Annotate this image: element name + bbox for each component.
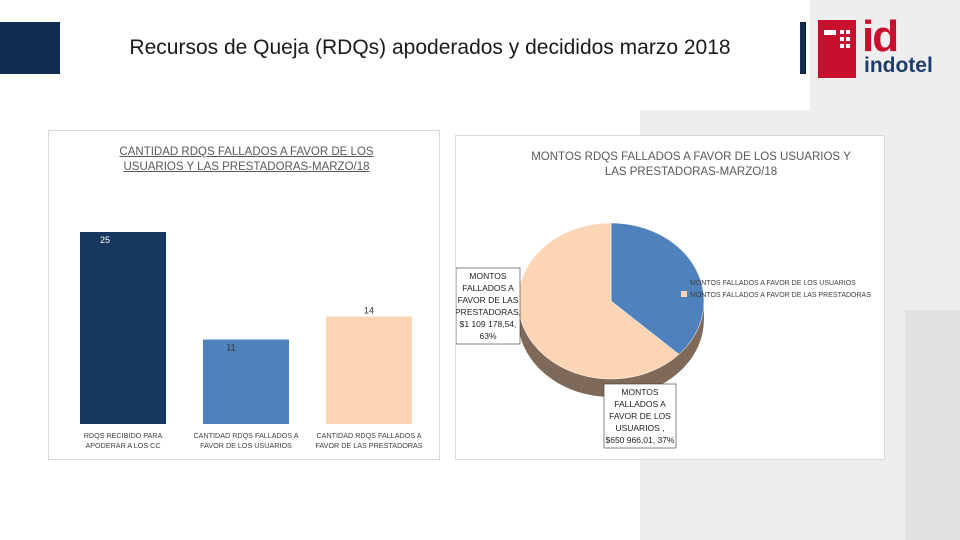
pie-side bbox=[518, 301, 704, 397]
pie-data-label-usuarios-line: USUARIOS , bbox=[615, 423, 664, 433]
pie-data-label-prestadoras-box bbox=[456, 267, 521, 345]
bar-3 bbox=[326, 316, 412, 424]
pie-slice-2 bbox=[517, 222, 680, 380]
bar-category-label-2: CANTIDAD RDQS FALLADOS A FAVOR DE LOS USU… bbox=[193, 431, 298, 450]
pie-data-label-prestadoras: MONTOS FALLADOS A FAVOR DE LAS PRESTADORAS,… bbox=[456, 267, 521, 345]
slide-title: Recursos de Queja (RDQs) apoderados y de… bbox=[129, 36, 731, 59]
pie-data-label-usuarios-box bbox=[603, 383, 677, 449]
legend-label-2: MONTOS FALLADOS A FAVOR DE LAS PRESTADOR… bbox=[690, 292, 871, 299]
bar-category-label-3: CANTIDAD RDQS FALLADOS A FAVOR DE LAS PRE… bbox=[315, 431, 422, 450]
bar-data-label-2: 11 bbox=[226, 343, 235, 353]
indotel-logo: id indotel bbox=[818, 12, 948, 78]
pie-data-label-usuarios-line: MONTOS bbox=[621, 387, 658, 397]
pie-data-label-usuarios-line: FAVOR DE LOS bbox=[609, 411, 671, 421]
pie-data-label-prestadoras-line: MONTOS bbox=[469, 271, 506, 281]
bar-chart-panel: CANTIDAD RDQS FALLADOS A FAVOR DE LOS US… bbox=[48, 130, 440, 460]
logo-name: indotel bbox=[864, 54, 933, 77]
bar-category-label-1: RDQS RECIBIDO PARA APODERAR A LOS CC bbox=[84, 431, 163, 450]
title-bar-inner bbox=[60, 22, 800, 74]
pie-data-label-prestadoras-line: PRESTADORAS, bbox=[456, 307, 521, 317]
pie-chart: MONTOS FALLADOS A FAVOR DE LAS PRESTADORAS,… bbox=[456, 222, 871, 449]
title-accent bbox=[0, 22, 60, 74]
bar-1 bbox=[80, 232, 166, 424]
background-block bbox=[905, 310, 960, 540]
pie-chart-panel: MONTOS RDQS FALLADOS A FAVOR DE LOS USUA… bbox=[455, 135, 885, 460]
pie-data-label-usuarios-line: $650 966,01, 37% bbox=[605, 435, 674, 445]
logo-red-block bbox=[818, 20, 856, 78]
bar-chart: 25 RDQS RECIBIDO PARA APODERAR A LOS CC 11 C… bbox=[80, 232, 423, 450]
logo-dots-icon bbox=[824, 30, 850, 48]
legend-swatch-2 bbox=[681, 291, 687, 297]
bar-data-label-3: 14 bbox=[364, 305, 374, 315]
bar-data-label-1: 25 bbox=[100, 235, 110, 245]
legend-label-1: MONTOS FALLADOS A FAVOR DE LOS USUARIOS bbox=[690, 280, 856, 287]
pie-data-label-prestadoras-line: FAVOR DE LAS bbox=[458, 295, 519, 305]
pie-data-label-prestadoras-line: FALLADOS A bbox=[462, 283, 514, 293]
pie-data-label-usuarios: MONTOS FALLADOS A FAVOR DE LOS USUARIOS , $6… bbox=[603, 383, 677, 449]
legend-swatch-1 bbox=[681, 279, 687, 285]
pie-data-label-prestadoras-line: $1 109 178,54, bbox=[460, 319, 517, 329]
pie-data-label-usuarios-line: FALLADOS A bbox=[614, 399, 666, 409]
bar-chart-title: CANTIDAD RDQS FALLADOS A FAVOR DE LOS US… bbox=[119, 146, 374, 173]
logo-mark: id bbox=[862, 12, 899, 61]
pie-data-label-prestadoras-line: 63% bbox=[479, 331, 496, 341]
pie-slice-1 bbox=[610, 222, 705, 355]
pie-chart-title: MONTOS RDQS FALLADOS A FAVOR DE LOS USUA… bbox=[531, 151, 851, 178]
bar-2 bbox=[203, 339, 289, 424]
